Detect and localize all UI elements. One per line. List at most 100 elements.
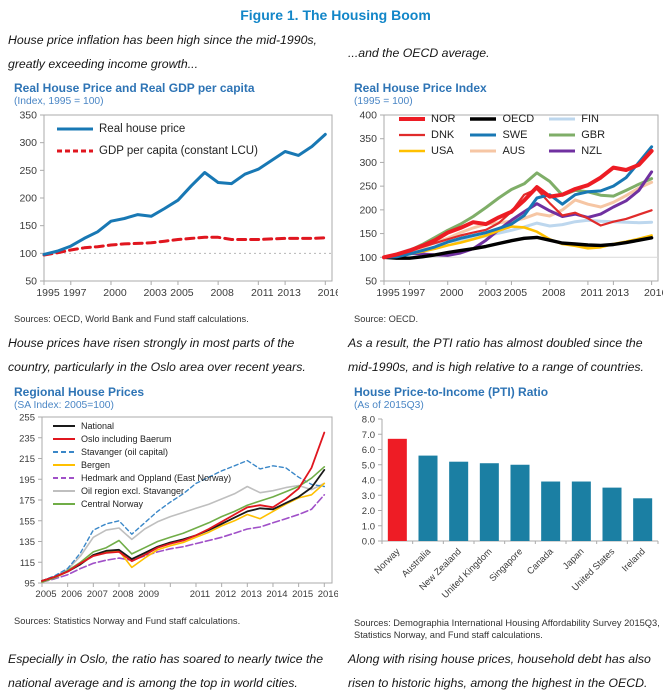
legend-label: National [81,421,115,432]
legend-item-dnk: DNK [398,129,455,141]
chart-title-real-house-price-index: Real House Price Index [354,80,487,95]
x-tick-label: 2005 [35,589,56,600]
chart-subtitle-real-house-price-index: (1995 = 100) [354,95,413,107]
x-tick-label: 2015 [292,589,313,600]
chart-canvas: 95 115 135 155 175 195 215 235 255 2005 2006 2007 20… [19,413,339,601]
x-tick-label: 2013 [606,287,630,299]
source-house-price-gdp: Sources: OECD, World Bank and Fund staff… [14,313,249,324]
y-tick-label: 50 [25,275,37,287]
series-line-nor [382,148,654,260]
legend-item-oil-region-excl-stavanger: Oil region excl. Stavanger [52,486,231,496]
y-tick-label: 155 [19,517,35,528]
legend-label: Oil region excl. Stavanger [81,486,185,497]
legend-item-oslo-including-baerum: Oslo including Baerum [52,434,231,444]
chart-legend: NOR DNK USA OECD SWE AUS FIN GBR NZL [398,113,605,157]
legend-label: DNK [431,128,455,141]
legend-item-usa: USA [398,145,455,157]
legend-swatch-line [470,133,497,137]
y-tick-label: 8.0 [362,415,375,426]
y-tick-label: 2.0 [362,506,375,517]
legend-swatch-line [549,149,576,153]
y-tick-label: 50 [365,275,377,287]
y-tick-label: 235 [19,434,35,445]
legend-label: Bergen [81,460,111,471]
series-line-swe [382,145,654,259]
series-line-gdp-per-capita-constant-lcu- [42,235,327,257]
charts-row-top: Real House Price and Real GDP per capita… [8,79,667,326]
legend-swatch-line [549,133,576,137]
legend-swatch-line [470,149,497,153]
y-tick-label: 95 [24,579,35,590]
y-tick-label: 4.0 [362,476,375,487]
y-tick-label: 1.0 [362,522,375,533]
x-tick-label: 2016 [318,589,338,600]
legend-swatch-line [399,133,425,137]
chart-subtitle-regional-house-prices: (SA Index: 2005=100) [14,400,114,412]
y-tick-label: 115 [20,558,35,569]
legend-label: Hedmark and Oppland (East Norway) [81,473,232,484]
x-tick-label: 2011 [251,287,274,299]
bar-ireland [633,498,653,542]
y-tick-label: 195 [19,475,35,486]
legend-item-national: National [52,421,231,431]
commentary-bottom-right: Along with rising house prices, househol… [348,651,651,690]
legend-label: Real house price [99,122,186,135]
bar-norway [387,439,407,542]
commentary-row-mid: House prices have risen strongly in most… [8,332,663,380]
source-pti-ratio: Sources: Demographia International Housi… [354,618,660,641]
legend-item-fin: FIN [548,113,605,125]
x-tick-label: 2013 [241,589,262,600]
commentary-top-right: ...and the OECD average. [348,46,490,60]
y-tick-label: 250 [19,165,37,177]
y-tick-label: 135 [19,537,35,548]
bar-new-zealand [449,462,469,542]
x-category-label: Ireland [620,547,647,574]
x-tick-label: 2003 [143,287,167,299]
legend-swatch-line [470,117,497,121]
bar-united-kingdom [479,463,499,542]
y-tick-label: 400 [359,109,377,121]
x-category-label: Canada [525,546,556,577]
x-tick-label: 2008 [542,287,566,299]
x-tick-label: 2000 [103,287,127,299]
y-tick-label: 175 [19,496,35,507]
commentary-row-top: House price inflation has been high sinc… [8,29,663,77]
panel-pti-ratio: House Price-to-Income (PTI) Ratio (As of… [348,383,663,641]
legend-label: USA [431,144,454,157]
legend-item-stavanger-oil-capital-: Stavanger (oil capital) [52,447,231,457]
y-tick-label: 250 [359,181,377,193]
chart-subtitle-house-price-gdp: (Index, 1995 = 100) [14,95,104,107]
series-line-oslo-including-baerum [41,432,326,583]
legend-item-oecd: OECD [469,113,534,125]
legend-swatch-line [53,438,75,441]
legend-label: SWE [502,128,528,141]
x-category-label: Norway [372,547,402,577]
legend-item-swe: SWE [469,129,534,141]
chart-house-price-gdp: 50 100 150 200 250 300 350 1995 1997 2000 2003 2005… [8,109,341,314]
chart-canvas: 50 100 150 200 250 300 350 1995 1997 2000 2003 2005… [19,109,341,299]
y-tick-label: 300 [19,137,37,149]
legend-label: Stavanger (oil capital) [81,447,169,458]
x-tick-label: 1997 [402,287,426,299]
x-tick-label: 2009 [138,589,159,600]
legend-swatch-line [53,477,75,480]
y-tick-label: 255 [19,413,35,424]
chart-title-pti-ratio: House Price-to-Income (PTI) Ratio [354,385,549,400]
y-tick-label: 215 [19,454,35,465]
commentary-mid-right: As a result, the PTI ratio has almost do… [348,335,644,374]
legend-label: Central Norway [81,499,144,510]
legend-swatch-line [57,127,93,131]
legend-item-hedmark-and-oppland-east-norway-: Hedmark and Oppland (East Norway) [52,473,231,483]
legend-item-nor: NOR [398,113,455,125]
x-tick-label: 2012 [215,589,236,600]
y-tick-label: 300 [359,157,377,169]
x-tick-label: 2016 [644,287,663,299]
series-line-real-house-price [42,132,327,256]
x-tick-label: 2014 [266,589,287,600]
commentary-bottom-left: Especially in Oslo, the ratio has soared… [8,651,324,690]
x-tick-label: 2008 [210,287,234,299]
chart-title-regional-house-prices: Regional House Prices [14,385,145,400]
source-real-house-price-index: Source: OECD. [354,313,419,324]
bar-australia [418,456,438,542]
